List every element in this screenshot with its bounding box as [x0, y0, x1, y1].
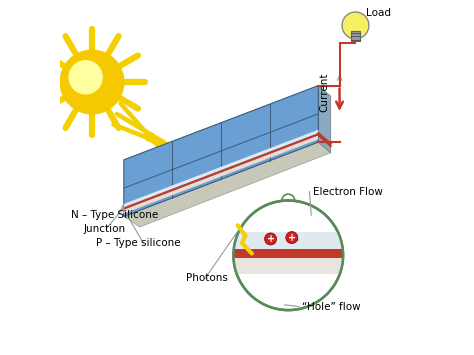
Circle shape: [69, 61, 102, 94]
Polygon shape: [124, 135, 319, 214]
Bar: [351, 32, 360, 42]
Circle shape: [60, 50, 124, 114]
Text: −: −: [265, 237, 276, 250]
Text: Photons: Photons: [186, 273, 228, 283]
Text: Electron Flow: Electron Flow: [313, 187, 383, 197]
Polygon shape: [124, 142, 331, 227]
Polygon shape: [124, 86, 319, 217]
Bar: [234, 252, 343, 274]
Circle shape: [342, 12, 369, 39]
Bar: [234, 232, 343, 253]
Bar: [234, 249, 343, 257]
Text: Junction: Junction: [83, 224, 125, 234]
Polygon shape: [319, 86, 331, 153]
Text: Current: Current: [319, 73, 330, 113]
Text: P – Type silicone: P – Type silicone: [96, 238, 180, 248]
Polygon shape: [124, 130, 319, 207]
Text: “Hole” flow: “Hole” flow: [302, 301, 361, 312]
Text: +: +: [266, 234, 274, 244]
Text: Load: Load: [366, 8, 391, 18]
Circle shape: [286, 231, 298, 244]
Polygon shape: [124, 133, 319, 209]
Text: +: +: [288, 233, 296, 242]
Circle shape: [264, 233, 277, 245]
Text: N – Type Silicone: N – Type Silicone: [71, 210, 158, 220]
Circle shape: [234, 201, 343, 310]
Text: −: −: [288, 233, 299, 246]
